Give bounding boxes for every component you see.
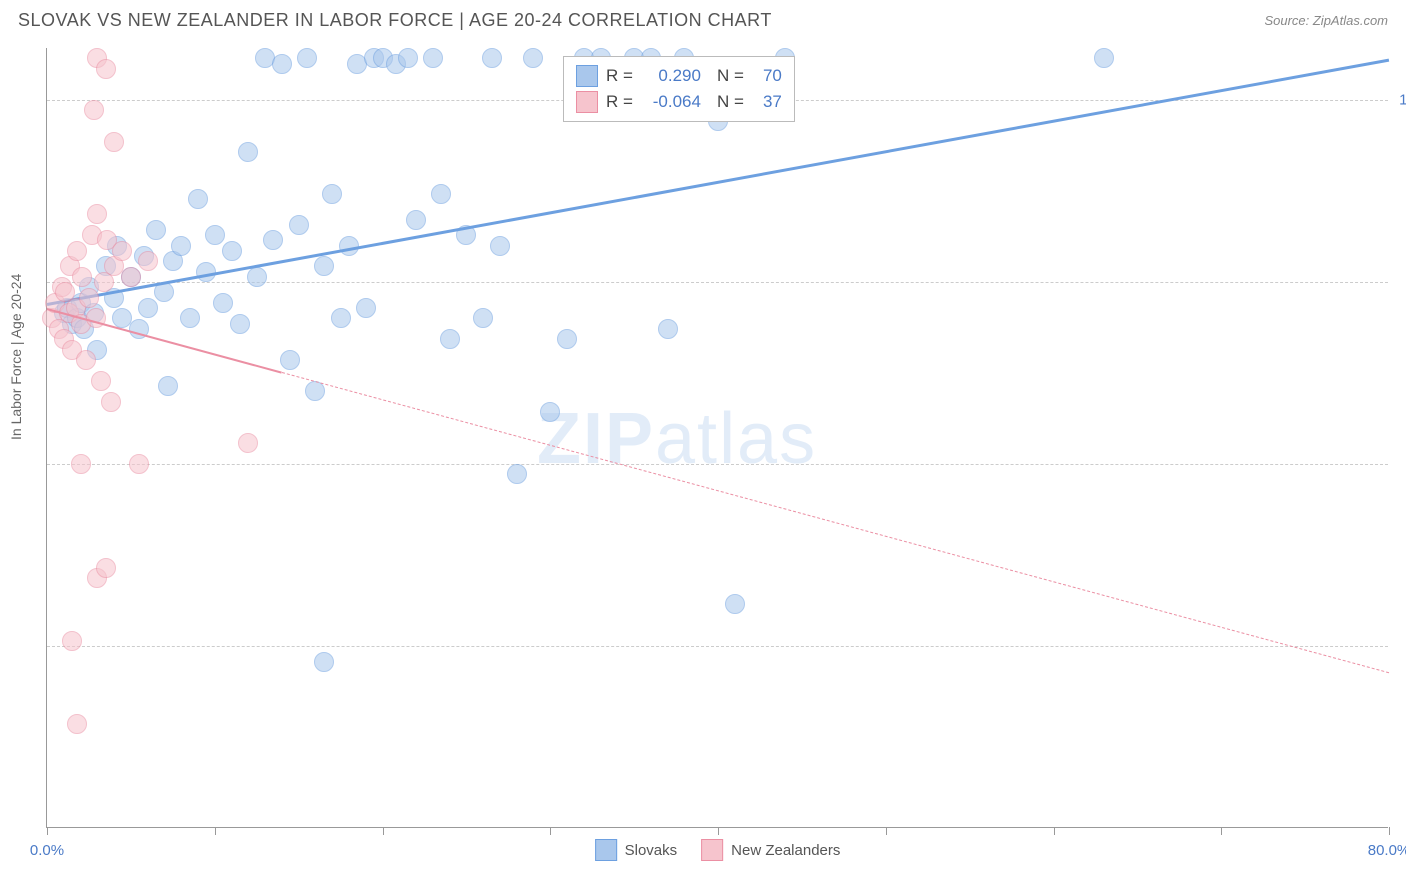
data-point (129, 454, 149, 474)
x-tick (47, 827, 48, 835)
data-point (406, 210, 426, 230)
data-point (431, 184, 451, 204)
data-point (322, 184, 342, 204)
legend-swatch (595, 839, 617, 861)
data-point (238, 142, 258, 162)
data-point (272, 54, 292, 74)
source-label: Source: ZipAtlas.com (1264, 13, 1388, 28)
data-point (213, 293, 233, 313)
chart-title: SLOVAK VS NEW ZEALANDER IN LABOR FORCE |… (18, 10, 772, 31)
data-point (72, 267, 92, 287)
legend-label: New Zealanders (731, 842, 840, 859)
data-point (79, 288, 99, 308)
trend-line (282, 372, 1389, 673)
data-point (71, 454, 91, 474)
x-tick (1054, 827, 1055, 835)
data-point (482, 48, 502, 68)
legend-swatch (576, 91, 598, 113)
data-point (725, 594, 745, 614)
legend-swatch (701, 839, 723, 861)
data-point (540, 402, 560, 422)
legend-item: Slovaks (595, 839, 678, 861)
chart-plot-area: ZIPatlas 100.0%82.5%65.0%47.5%0.0%80.0%R… (46, 48, 1388, 828)
data-point (314, 256, 334, 276)
data-point (1094, 48, 1114, 68)
data-point (188, 189, 208, 209)
data-point (96, 59, 116, 79)
data-point (101, 392, 121, 412)
x-tick-label: 0.0% (30, 842, 64, 859)
x-tick-label: 80.0% (1368, 842, 1406, 859)
legend-label: Slovaks (625, 842, 678, 859)
data-point (171, 236, 191, 256)
legend-n-prefix: N = (717, 92, 744, 112)
data-point (356, 298, 376, 318)
data-point (247, 267, 267, 287)
data-point (289, 215, 309, 235)
data-point (280, 350, 300, 370)
legend-r-value: 0.290 (641, 66, 701, 86)
data-point (238, 433, 258, 453)
legend-n-value: 37 (752, 92, 782, 112)
data-point (658, 319, 678, 339)
data-point (76, 350, 96, 370)
legend-r-prefix: R = (606, 66, 633, 86)
series-legend: Slovaks New Zealanders (595, 839, 841, 861)
data-point (84, 100, 104, 120)
data-point (138, 251, 158, 271)
legend-swatch (576, 65, 598, 87)
data-point (423, 48, 443, 68)
data-point (104, 132, 124, 152)
legend-r-value: -0.064 (641, 92, 701, 112)
data-point (112, 241, 132, 261)
correlation-legend: R = 0.290 N = 70 R = -0.064 N = 37 (563, 56, 795, 122)
data-point (331, 308, 351, 328)
x-tick (718, 827, 719, 835)
data-point (507, 464, 527, 484)
legend-r-prefix: R = (606, 92, 633, 112)
legend-n-value: 70 (752, 66, 782, 86)
x-tick (550, 827, 551, 835)
data-point (121, 267, 141, 287)
data-point (96, 558, 116, 578)
data-point (138, 298, 158, 318)
data-point (158, 376, 178, 396)
x-tick (1221, 827, 1222, 835)
data-point (314, 652, 334, 672)
data-point (263, 230, 283, 250)
data-point (398, 48, 418, 68)
grid-line (47, 464, 1388, 465)
data-point (230, 314, 250, 334)
data-point (180, 308, 200, 328)
data-point (91, 371, 111, 391)
x-tick (886, 827, 887, 835)
legend-n-prefix: N = (717, 66, 744, 86)
y-axis-label: In Labor Force | Age 20-24 (8, 274, 24, 440)
chart-header: SLOVAK VS NEW ZEALANDER IN LABOR FORCE |… (0, 0, 1406, 37)
data-point (87, 204, 107, 224)
watermark-atlas: atlas (655, 399, 817, 479)
data-point (67, 241, 87, 261)
legend-row: R = 0.290 N = 70 (576, 63, 782, 89)
data-point (557, 329, 577, 349)
data-point (222, 241, 242, 261)
x-tick (215, 827, 216, 835)
data-point (205, 225, 225, 245)
data-point (146, 220, 166, 240)
x-tick (1389, 827, 1390, 835)
y-tick-label: 100.0% (1399, 92, 1406, 109)
data-point (297, 48, 317, 68)
x-tick (383, 827, 384, 835)
legend-row: R = -0.064 N = 37 (576, 89, 782, 115)
data-point (473, 308, 493, 328)
data-point (490, 236, 510, 256)
watermark: ZIPatlas (537, 398, 817, 480)
data-point (62, 631, 82, 651)
data-point (67, 714, 87, 734)
data-point (523, 48, 543, 68)
data-point (440, 329, 460, 349)
grid-line (47, 646, 1388, 647)
legend-item: New Zealanders (701, 839, 840, 861)
